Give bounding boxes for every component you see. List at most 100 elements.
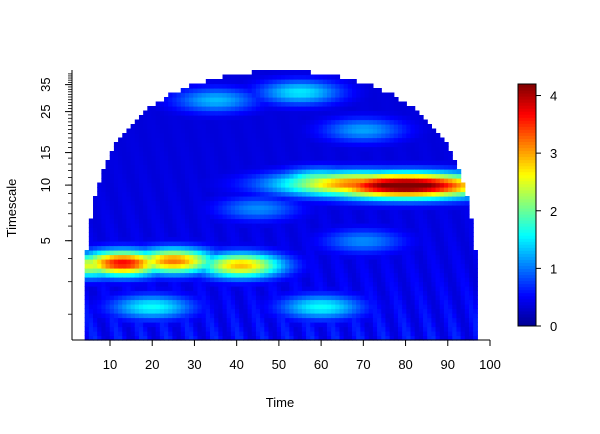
- heatmap-cell: [206, 327, 211, 332]
- heatmap-cell: [101, 331, 106, 336]
- heatmap-cell: [243, 187, 248, 192]
- heatmap-cell: [152, 169, 157, 174]
- heatmap-cell: [369, 93, 374, 98]
- heatmap-cell: [177, 313, 182, 318]
- heatmap-cell: [302, 93, 307, 98]
- heatmap-cell: [298, 273, 303, 278]
- heatmap-cell: [152, 106, 157, 111]
- heatmap-cell: [156, 232, 161, 237]
- heatmap-cell: [415, 255, 420, 260]
- heatmap-cell: [289, 160, 294, 165]
- heatmap-cell: [314, 156, 319, 161]
- heatmap-cell: [202, 318, 207, 323]
- heatmap-cell: [352, 124, 357, 129]
- heatmap-cell: [273, 237, 278, 242]
- heatmap-cell: [448, 255, 453, 260]
- heatmap-cell: [231, 318, 236, 323]
- heatmap-cell: [461, 309, 466, 314]
- heatmap-cell: [126, 327, 131, 332]
- heatmap-cell: [97, 246, 102, 251]
- heatmap-cell: [223, 178, 228, 183]
- heatmap-cell: [193, 129, 198, 134]
- heatmap-cell: [248, 331, 253, 336]
- heatmap-cell: [177, 201, 182, 206]
- heatmap-cell: [168, 196, 173, 201]
- heatmap-cell: [423, 187, 428, 192]
- heatmap-cell: [85, 286, 90, 291]
- heatmap-cell: [398, 309, 403, 314]
- heatmap-cell: [152, 147, 157, 152]
- heatmap-cell: [243, 331, 248, 336]
- heatmap-cell: [323, 277, 328, 282]
- heatmap-cell: [469, 318, 474, 323]
- heatmap-cell: [411, 138, 416, 143]
- heatmap-cell: [110, 174, 115, 179]
- heatmap-cell: [360, 84, 365, 89]
- heatmap-cell: [281, 111, 286, 116]
- heatmap-cell: [373, 142, 378, 147]
- heatmap-cell: [243, 97, 248, 102]
- heatmap-cell: [177, 318, 182, 323]
- heatmap-cell: [252, 295, 257, 300]
- heatmap-cell: [214, 133, 219, 138]
- heatmap-cell: [448, 210, 453, 215]
- heatmap-cell: [465, 237, 470, 242]
- heatmap-cell: [185, 142, 190, 147]
- heatmap-cell: [139, 138, 144, 143]
- heatmap-cell: [277, 84, 282, 89]
- heatmap-cell: [227, 246, 232, 251]
- heatmap-cell: [285, 97, 290, 102]
- heatmap-cell: [310, 241, 315, 246]
- heatmap-cell: [440, 205, 445, 210]
- heatmap-cell: [319, 250, 324, 255]
- heatmap-cell: [461, 318, 466, 323]
- heatmap-cell: [331, 133, 336, 138]
- heatmap-cell: [268, 286, 273, 291]
- heatmap-cell: [139, 151, 144, 156]
- heatmap-cell: [344, 300, 349, 305]
- heatmap-cell: [298, 174, 303, 179]
- heatmap-cell: [335, 286, 340, 291]
- heatmap-cell: [452, 300, 457, 305]
- heatmap-cell: [231, 246, 236, 251]
- heatmap-cell: [306, 205, 311, 210]
- heatmap-cell: [348, 250, 353, 255]
- heatmap-cell: [423, 214, 428, 219]
- heatmap-cell: [156, 192, 161, 197]
- heatmap-cell: [306, 331, 311, 336]
- heatmap-cell: [243, 241, 248, 246]
- heatmap-cell: [210, 309, 215, 314]
- heatmap-cell: [85, 291, 90, 296]
- heatmap-cell: [243, 142, 248, 147]
- heatmap-cell: [172, 151, 177, 156]
- heatmap-cell: [126, 277, 131, 282]
- heatmap-cell: [268, 142, 273, 147]
- heatmap-cell: [444, 232, 449, 237]
- heatmap-cell: [206, 178, 211, 183]
- heatmap-cell: [419, 268, 424, 273]
- heatmap-cell: [210, 142, 215, 147]
- heatmap-cell: [473, 318, 478, 323]
- heatmap-cell: [185, 169, 190, 174]
- heatmap-cell: [147, 129, 152, 134]
- heatmap-cell: [202, 129, 207, 134]
- heatmap-cell: [369, 331, 374, 336]
- heatmap-cell: [339, 115, 344, 120]
- heatmap-cell: [122, 133, 127, 138]
- heatmap-cell: [444, 286, 449, 291]
- heatmap-cell: [252, 129, 257, 134]
- heatmap-cell: [277, 165, 282, 170]
- heatmap-cell: [143, 151, 148, 156]
- heatmap-cell: [164, 318, 169, 323]
- heatmap-cell: [110, 282, 115, 287]
- heatmap-cell: [223, 120, 228, 125]
- heatmap-cell: [427, 205, 432, 210]
- heatmap-cell: [268, 331, 273, 336]
- heatmap-cell: [197, 147, 202, 152]
- heatmap-cell: [335, 318, 340, 323]
- heatmap-cell: [139, 246, 144, 251]
- heatmap-cell: [402, 129, 407, 134]
- heatmap-cell: [210, 196, 215, 201]
- heatmap-cell: [122, 169, 127, 174]
- heatmap-cell: [452, 313, 457, 318]
